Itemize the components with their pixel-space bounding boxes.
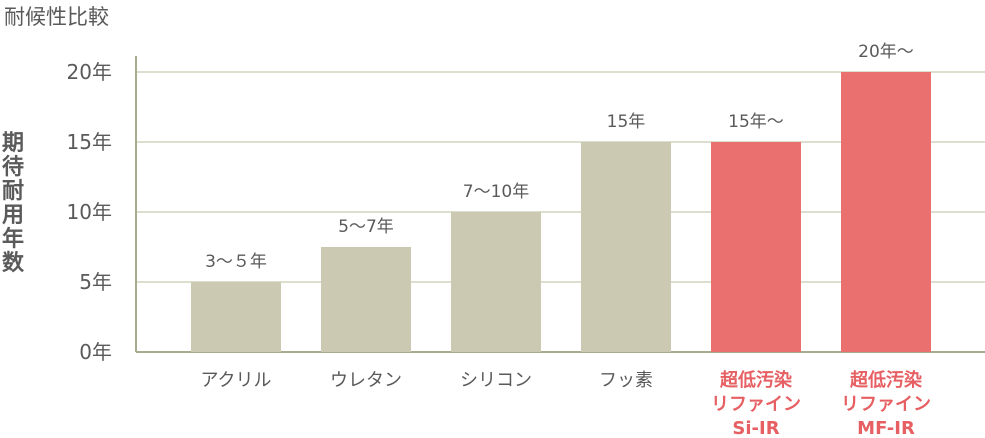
y-axis-label-char: 年 — [2, 226, 24, 252]
data-label: 15年 — [607, 112, 646, 132]
y-axis-label-char: 耐 — [2, 179, 24, 204]
category-label: Si-IR — [732, 418, 779, 438]
data-label: 7～10年 — [463, 182, 529, 202]
y-axis-label-char: 用 — [2, 203, 24, 228]
data-label: 3～５年 — [205, 252, 267, 272]
y-tick-label: 10年 — [67, 200, 112, 224]
bar — [841, 72, 931, 352]
data-labels: 3～５年 5～7年 7～10年 15年 15年～ 20年～ — [205, 42, 914, 272]
category-label: シリコン — [460, 370, 532, 391]
bar — [711, 142, 801, 352]
bar — [451, 212, 541, 352]
category-label: MF-IR — [857, 418, 915, 438]
data-label: 20年～ — [858, 42, 914, 62]
y-axis-label-char: 数 — [2, 250, 25, 276]
data-label: 5～7年 — [338, 217, 394, 237]
chart-title: 耐候性比較 — [4, 5, 109, 29]
category-label: リファイン — [711, 394, 801, 415]
category-label: アクリル — [200, 370, 271, 391]
data-label: 15年～ — [728, 112, 784, 132]
y-tick-label: 15年 — [67, 130, 112, 154]
bar — [321, 247, 411, 352]
bars — [191, 72, 931, 352]
y-axis-label-char: 期 — [2, 131, 24, 156]
y-tick-label: 5年 — [79, 270, 112, 294]
y-tick-label: 20年 — [67, 60, 112, 84]
y-axis-label-char: 待 — [2, 154, 24, 180]
category-label: フッ素 — [599, 370, 653, 391]
category-label: 超低汚染 — [850, 369, 923, 391]
category-label: リファイン — [841, 394, 931, 415]
category-label: ウレタン — [330, 370, 402, 391]
y-tick-label: 0年 — [79, 340, 112, 364]
category-label: 超低汚染 — [720, 369, 793, 391]
bar — [191, 282, 281, 352]
y-tick-labels: 0年 5年 10年 15年 20年 — [67, 60, 112, 364]
bar — [581, 142, 671, 352]
